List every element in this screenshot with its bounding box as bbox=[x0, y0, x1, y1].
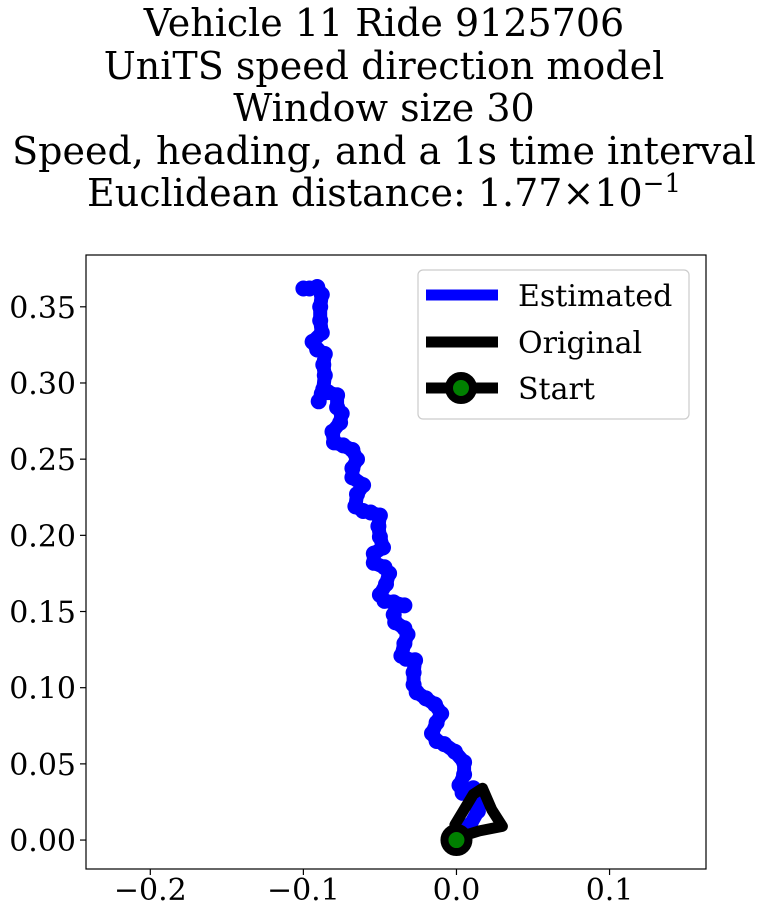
estimated-point bbox=[456, 766, 473, 783]
title-line-distance: Euclidean distance: 1.77×10−1 bbox=[0, 169, 768, 215]
estimated-point bbox=[405, 676, 422, 693]
legend-start-marker bbox=[445, 372, 477, 404]
estimated-point bbox=[295, 280, 312, 297]
y-tick-label: 0.15 bbox=[9, 596, 76, 631]
estimated-point bbox=[315, 381, 332, 398]
estimated-point bbox=[347, 498, 364, 515]
estimated-point bbox=[405, 664, 422, 681]
legend-box bbox=[417, 269, 690, 420]
estimated-point bbox=[329, 399, 346, 416]
distance-times-sign: × bbox=[562, 171, 595, 215]
legend-label-original: Original bbox=[518, 326, 642, 361]
y-tick-label: 0.35 bbox=[9, 291, 76, 326]
x-tick-label: −0.2 bbox=[114, 873, 187, 908]
title-line-3: Window size 30 bbox=[233, 86, 535, 130]
series-line-original bbox=[449, 782, 508, 846]
distance-base: 10 bbox=[594, 171, 643, 215]
estimated-point bbox=[312, 312, 329, 329]
title-line-1: Vehicle 11 Ride 9125706 bbox=[143, 1, 625, 45]
distance-exponent: −1 bbox=[642, 169, 681, 199]
y-tick-label: 0.20 bbox=[9, 519, 76, 554]
title-line-2: UniTS speed direction model bbox=[103, 43, 665, 88]
y-axis: 0.00 0.05 0.10 0.15 0.20 0.25 0.30 0.35 bbox=[9, 291, 86, 859]
plot-area bbox=[85, 254, 707, 870]
legend: Estimated Original Start bbox=[417, 269, 690, 420]
y-tick-label: 0.25 bbox=[9, 443, 76, 478]
y-tick-label: 0.00 bbox=[9, 824, 76, 859]
estimated-point bbox=[456, 754, 473, 771]
estimated-point bbox=[312, 298, 329, 315]
chart-title: Vehicle 11 Ride 9125706 UniTS speed dire… bbox=[0, 2, 768, 215]
estimated-point bbox=[393, 647, 410, 664]
plot-frame bbox=[85, 254, 707, 870]
estimated-point bbox=[469, 803, 486, 820]
x-tick-label: −0.1 bbox=[267, 873, 340, 908]
legend-label-estimated: Estimated bbox=[518, 279, 672, 314]
y-tick-label: 0.10 bbox=[9, 672, 76, 707]
title-line-4: Speed, heading, and a 1s time interval bbox=[12, 128, 756, 173]
x-tick-label: 0.0 bbox=[433, 873, 481, 908]
y-tick-label: 0.05 bbox=[9, 748, 76, 783]
y-tick-label: 0.30 bbox=[9, 367, 76, 402]
estimated-point bbox=[310, 393, 327, 410]
x-tick-label: 0.1 bbox=[586, 873, 634, 908]
legend-label-start: Start bbox=[518, 372, 595, 407]
x-axis: −0.2 −0.1 0.0 0.1 bbox=[114, 869, 634, 908]
distance-label: Euclidean distance: 1.77 bbox=[87, 171, 563, 215]
start-marker bbox=[440, 824, 473, 857]
estimated-point bbox=[313, 324, 330, 341]
